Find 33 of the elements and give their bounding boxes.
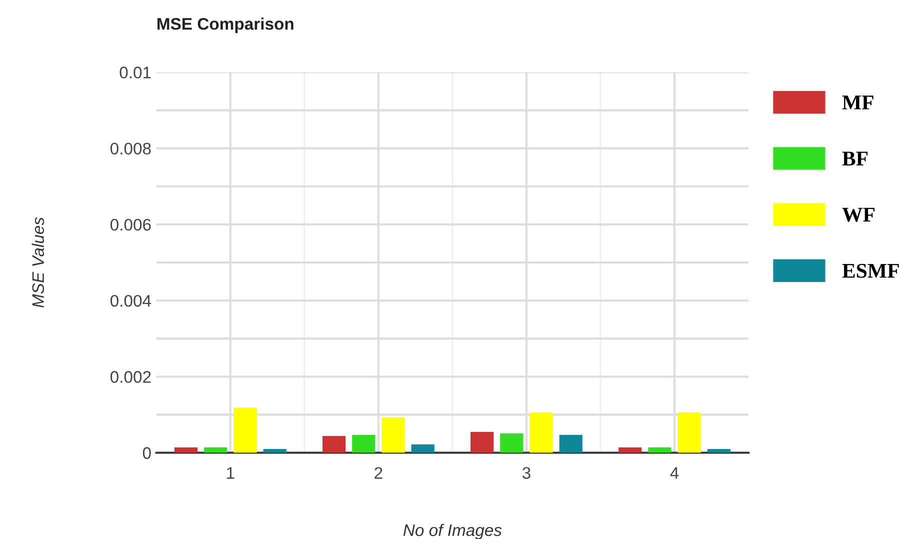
y-axis-title: MSE Values xyxy=(32,217,44,308)
bar xyxy=(234,407,257,453)
bar xyxy=(322,436,346,453)
y-tick-label: 0.004 xyxy=(110,294,152,307)
chart-title: MSE Comparison xyxy=(158,18,294,34)
bar xyxy=(204,447,228,453)
bar xyxy=(411,444,434,453)
y-tick-label: 0 xyxy=(142,447,151,459)
y-tick-label: 0.008 xyxy=(110,142,151,155)
legend-label: WF xyxy=(842,208,874,222)
x-tick-label: 3 xyxy=(522,467,530,479)
bar xyxy=(678,412,701,453)
x-axis-title: No of Images xyxy=(403,524,502,539)
y-tick-label: 0.006 xyxy=(110,218,151,231)
bar xyxy=(500,433,524,453)
x-tick-label: 2 xyxy=(374,467,382,479)
bar xyxy=(382,417,405,453)
bar xyxy=(648,447,672,453)
bar xyxy=(559,434,582,453)
x-tick-label: 1 xyxy=(227,467,234,479)
bar xyxy=(530,412,553,453)
legend-label: BF xyxy=(842,152,868,166)
x-tick-label: 4 xyxy=(670,467,679,479)
y-tick-label: 0.01 xyxy=(120,66,151,78)
y-tick-label: 0.002 xyxy=(110,371,151,383)
bar xyxy=(707,448,730,453)
bar xyxy=(263,448,286,453)
legend-label: ESMF xyxy=(842,264,899,278)
bar xyxy=(618,447,642,453)
bar xyxy=(470,432,494,453)
legend-label: MF xyxy=(842,96,874,110)
bar xyxy=(174,447,198,453)
bar xyxy=(352,434,376,453)
